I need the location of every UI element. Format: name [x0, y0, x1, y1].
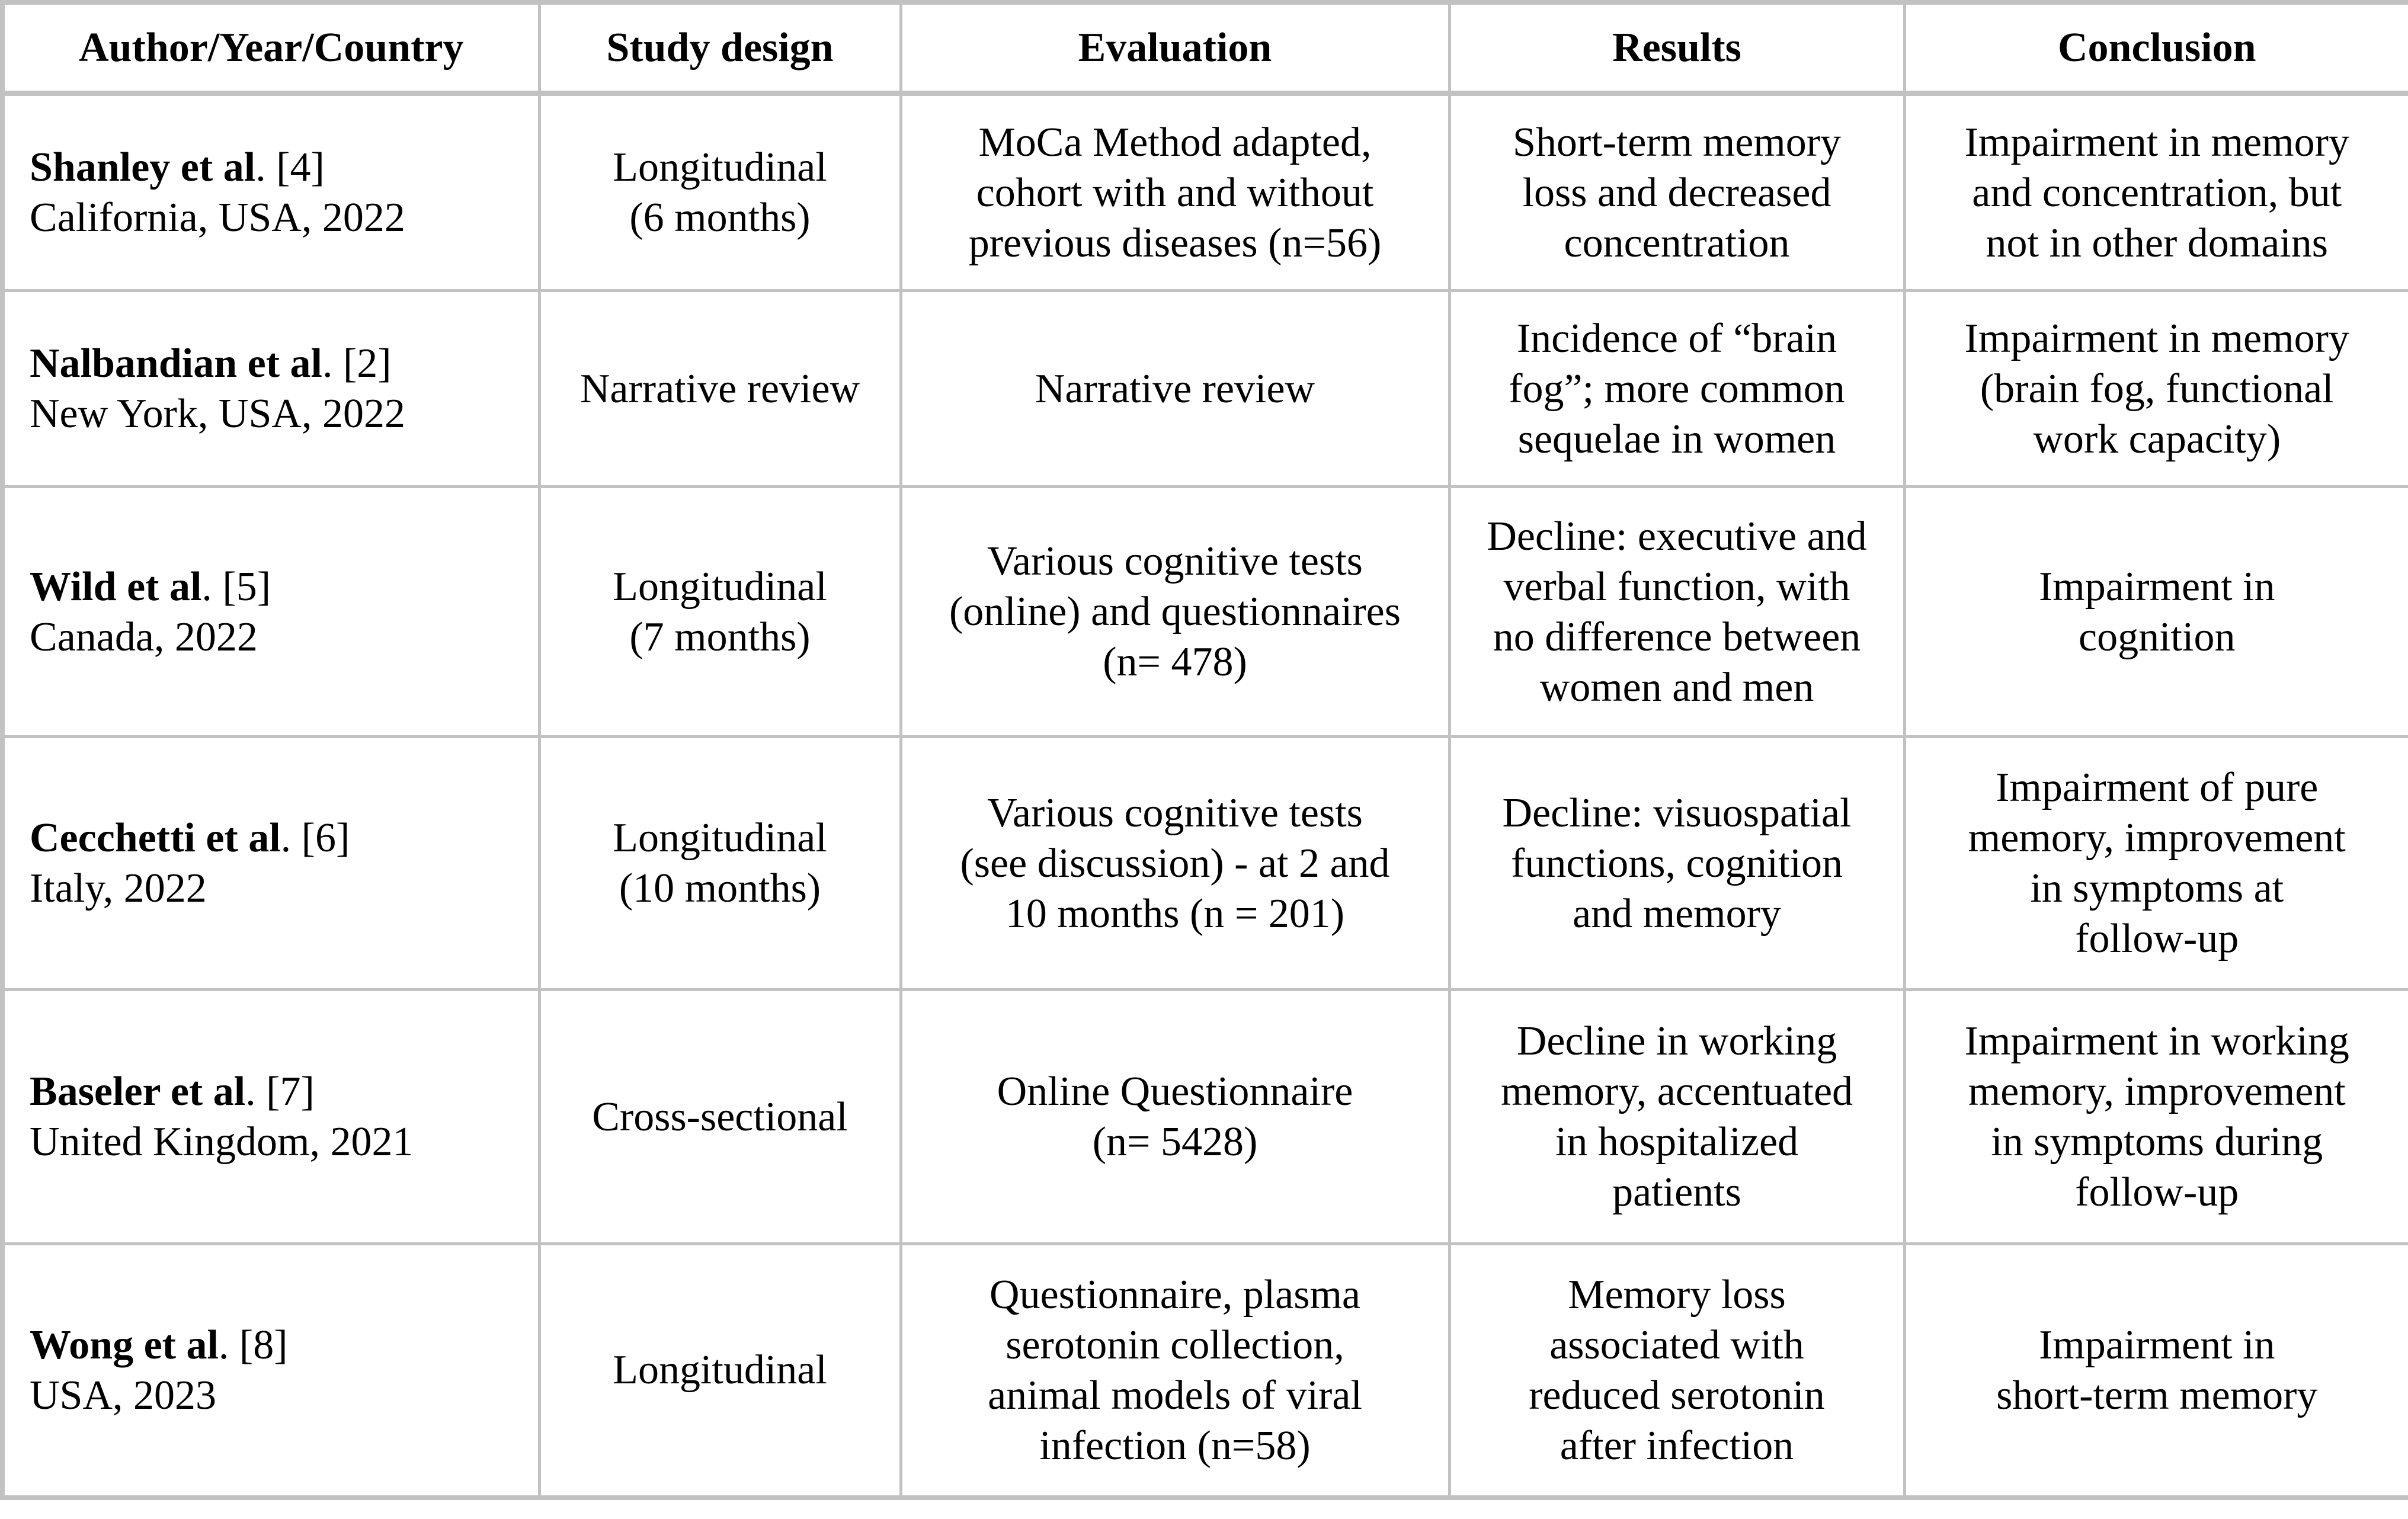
author-citation: Wong et al. [8] [30, 1320, 524, 1370]
cell-evaluation: Questionnaire, plasma serotonin collecti… [899, 1242, 1451, 1499]
citation-ref: . [8] [218, 1322, 288, 1368]
cell-conclusion: Impairment in memory and concentration, … [1903, 92, 2408, 292]
author-name: Shanley et al [30, 145, 256, 190]
cell-results: Decline in working memory, accentuated i… [1448, 988, 1906, 1245]
author-location: California, USA, 2022 [30, 195, 405, 241]
author-location: New York, USA, 2022 [30, 391, 405, 437]
cell-study-design: Narrative review [537, 289, 902, 488]
cell-conclusion: Impairment in working memory, improvemen… [1903, 988, 2408, 1245]
author-location: USA, 2023 [30, 1372, 217, 1418]
table-row-nalbandian: Nalbandian et al. [2] New York, USA, 202… [1, 289, 2408, 488]
cell-study-design: Longitudinal [537, 1242, 902, 1499]
cell-results: Decline: visuospatial functions, cogniti… [1448, 735, 1906, 991]
cell-author: Wild et al. [5] Canada, 2022 [1, 485, 541, 738]
cell-evaluation: Online Questionnaire (n= 5428) [899, 988, 1451, 1245]
cell-author: Nalbandian et al. [2] New York, USA, 202… [1, 289, 541, 488]
citation-ref: . [7] [245, 1069, 315, 1114]
cell-evaluation: Narrative review [899, 289, 1451, 488]
header-row: Author/Year/Country Study design Evaluat… [1, 1, 2408, 96]
cell-author: Cecchetti et al. [6] Italy, 2022 [1, 735, 541, 991]
citation-ref: . [2] [322, 341, 392, 386]
cell-results: Incidence of “brain fog”; more common se… [1448, 289, 1906, 488]
citation-ref: . [4] [255, 145, 325, 190]
cell-results: Short-term memory loss and decreased con… [1448, 92, 1906, 292]
table-row-wild: Wild et al. [5] Canada, 2022 Longitudina… [1, 485, 2408, 738]
author-citation: Shanley et al. [4] [30, 142, 524, 193]
cell-study-design: Longitudinal (10 months) [537, 735, 902, 991]
header-evaluation: Evaluation [899, 1, 1451, 96]
cell-results: Memory loss associated with reduced sero… [1448, 1242, 1906, 1499]
cell-evaluation: Various cognitive tests (online) and que… [899, 485, 1451, 738]
header-author-year-country: Author/Year/Country [1, 1, 541, 96]
cell-study-design: Longitudinal (6 months) [537, 92, 902, 292]
author-citation: Wild et al. [5] [30, 562, 524, 612]
cell-conclusion: Impairment in memory (brain fog, functio… [1903, 289, 2408, 488]
cell-study-design: Longitudinal (7 months) [537, 485, 902, 738]
header-results: Results [1448, 1, 1906, 96]
citation-ref: . [5] [201, 563, 271, 610]
header-study-design: Study design [537, 1, 902, 96]
author-name: Baseler et al [30, 1069, 246, 1114]
author-name: Wild et al [30, 563, 202, 610]
cell-author: Wong et al. [8] USA, 2023 [1, 1242, 541, 1499]
author-citation: Nalbandian et al. [2] [30, 338, 524, 389]
author-name: Wong et al [30, 1322, 219, 1368]
cell-evaluation: MoCa Method adapted, cohort with and wit… [899, 92, 1451, 292]
table-row-wong: Wong et al. [8] USA, 2023 Longitudinal Q… [1, 1242, 2408, 1499]
author-citation: Cecchetti et al. [6] [30, 813, 524, 863]
cell-conclusion: Impairment in cognition [1903, 485, 2408, 738]
table-row-cecchetti: Cecchetti et al. [6] Italy, 2022 Longitu… [1, 735, 2408, 991]
citation-ref: . [6] [280, 815, 350, 861]
header-conclusion: Conclusion [1903, 1, 2408, 96]
table-row-shanley: Shanley et al. [4] California, USA, 2022… [1, 92, 2408, 292]
table-row-baseler: Baseler et al. [7] United Kingdom, 2021 … [1, 988, 2408, 1245]
author-location: Italy, 2022 [30, 866, 207, 911]
cell-author: Shanley et al. [4] California, USA, 2022 [1, 92, 541, 292]
cell-author: Baseler et al. [7] United Kingdom, 2021 [1, 988, 541, 1245]
cell-results: Decline: executive and verbal function, … [1448, 485, 1906, 738]
cell-evaluation: Various cognitive tests (see discussion)… [899, 735, 1451, 991]
cell-conclusion: Impairment in short-term memory [1903, 1242, 2408, 1499]
author-location: United Kingdom, 2021 [30, 1119, 414, 1165]
author-name: Nalbandian et al [30, 341, 322, 386]
cell-conclusion: Impairment of pure memory, improvement i… [1903, 735, 2408, 991]
cell-study-design: Cross-sectional [537, 988, 902, 1245]
author-location: Canada, 2022 [30, 614, 258, 660]
author-name: Cecchetti et al [30, 815, 281, 861]
author-citation: Baseler et al. [7] [30, 1066, 524, 1117]
